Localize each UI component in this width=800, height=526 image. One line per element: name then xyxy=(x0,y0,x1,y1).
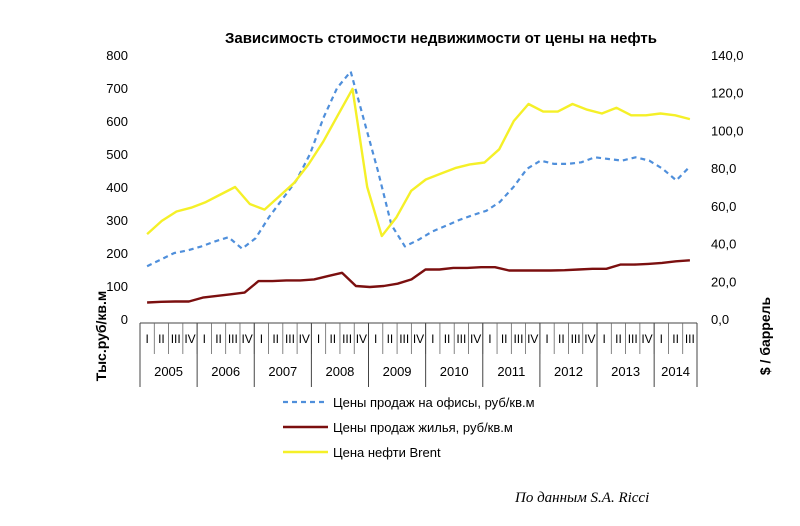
quarter-label: II xyxy=(672,332,679,346)
y-right-tick-label: 120,0 xyxy=(711,86,744,101)
quarter-label: II xyxy=(558,332,565,346)
chart-title: Зависимость стоимости недвижимости от це… xyxy=(225,30,657,47)
year-label: 2006 xyxy=(211,364,240,379)
quarter-label: IV xyxy=(184,332,195,346)
quarter-label: II xyxy=(444,332,451,346)
year-label: 2014 xyxy=(661,364,690,379)
year-label: 2009 xyxy=(383,364,412,379)
quarter-label: III xyxy=(228,332,238,346)
year-label: 2013 xyxy=(611,364,640,379)
quarter-label: II xyxy=(272,332,279,346)
year-label: 2011 xyxy=(497,364,525,379)
y-left-tick-label: 400 xyxy=(106,180,128,195)
quarter-label: III xyxy=(628,332,638,346)
y-right-tick-label: 20,0 xyxy=(711,274,736,289)
y-right-tick-label: 40,0 xyxy=(711,237,736,252)
quarter-label: III xyxy=(171,332,181,346)
quarter-label: III xyxy=(342,332,352,346)
quarter-label: IV xyxy=(413,332,424,346)
quarter-label: II xyxy=(158,332,165,346)
quarter-label: I xyxy=(660,332,663,346)
x-axis: I II III IV I II III IV I II III IV I II III IV I II III IV… xyxy=(139,322,698,387)
y-left-tick-label: 0 xyxy=(121,312,128,327)
legend-label-1: Цены продаж жилья, руб/кв.м xyxy=(333,420,513,435)
y-right-tick-label: 100,0 xyxy=(711,123,744,138)
series-line-1 xyxy=(147,259,690,304)
quarter-label: IV xyxy=(641,332,652,346)
quarter-label: IV xyxy=(470,332,481,346)
quarter-label: II xyxy=(387,332,394,346)
quarter-label: IV xyxy=(584,332,595,346)
quarter-label: II xyxy=(615,332,622,346)
year-label: 2010 xyxy=(440,364,469,379)
y-left-tick-label: 800 xyxy=(106,48,128,63)
quarter-label: III xyxy=(513,332,523,346)
quarter-label: III xyxy=(571,332,581,346)
quarter-label: I xyxy=(145,332,148,346)
quarter-label: I xyxy=(374,332,377,346)
y-left-tick-label: 600 xyxy=(106,114,128,129)
series-layer xyxy=(146,70,691,304)
y-left-tick-label: 300 xyxy=(106,213,128,228)
y-right-tick-label: 80,0 xyxy=(711,161,736,176)
y-right-tick-label: 140,0 xyxy=(711,48,744,63)
quarter-label: IV xyxy=(527,332,538,346)
y-right-tick-label: 0,0 xyxy=(711,312,729,327)
axes: 0 100 200 300 400 500 600 700 800 0,0 20,0 40,0 60,0… xyxy=(106,48,743,327)
year-label: 2007 xyxy=(268,364,297,379)
y-right-tick-label: 60,0 xyxy=(711,199,736,214)
quarter-label: III xyxy=(285,332,295,346)
quarter-label: II xyxy=(329,332,336,346)
quarter-label: I xyxy=(602,332,605,346)
y-left-tick-label: 200 xyxy=(106,246,128,261)
quarter-label: I xyxy=(488,332,491,346)
legend: Цены продаж на офисы, руб/кв.м Цены прода… xyxy=(283,395,535,460)
year-label: 2008 xyxy=(325,364,354,379)
quarter-label: III xyxy=(685,332,695,346)
y-left-tick-label: 100 xyxy=(106,279,128,294)
quarter-label: II xyxy=(215,332,222,346)
source-note: По данным S.A. Ricci xyxy=(515,490,650,506)
quarter-label: I xyxy=(545,332,548,346)
quarter-label: IV xyxy=(356,332,367,346)
quarter-label: I xyxy=(431,332,434,346)
series-line-2 xyxy=(146,87,691,238)
quarter-label: IV xyxy=(241,332,252,346)
y-axis-left-label: Тыс.руб/кв.м xyxy=(93,291,109,382)
legend-label-2: Цена нефти Brent xyxy=(333,445,441,460)
legend-label-0: Цены продаж на офисы, руб/кв.м xyxy=(333,395,535,410)
quarter-label: I xyxy=(260,332,263,346)
year-label: 2012 xyxy=(554,364,583,379)
quarter-label: II xyxy=(501,332,508,346)
y-left-tick-label: 700 xyxy=(106,81,128,96)
quarter-label: III xyxy=(399,332,409,346)
year-label: 2005 xyxy=(154,364,183,379)
quarter-label: I xyxy=(317,332,320,346)
quarter-label: IV xyxy=(299,332,310,346)
y-left-tick-label: 500 xyxy=(106,147,128,162)
quarter-label: III xyxy=(456,332,466,346)
series-line-0 xyxy=(146,70,691,268)
y-axis-right-label: $ / баррель xyxy=(757,296,773,375)
quarter-label: I xyxy=(203,332,206,346)
